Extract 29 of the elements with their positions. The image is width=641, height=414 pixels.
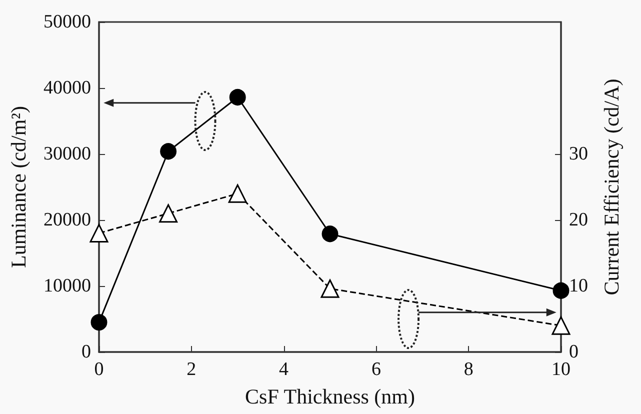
x-tick-label: 10 bbox=[552, 359, 570, 380]
point bbox=[159, 204, 178, 223]
point bbox=[228, 184, 247, 203]
y-tick-label: 40000 bbox=[44, 78, 91, 98]
point bbox=[90, 314, 108, 331]
y2-axis-title: Current Efficiency (cd/A) bbox=[600, 78, 624, 296]
x-tick-label: 6 bbox=[371, 359, 381, 380]
point bbox=[229, 88, 246, 106]
y2-tick-label: 30 bbox=[569, 144, 588, 164]
point bbox=[552, 282, 570, 299]
point bbox=[160, 143, 177, 160]
point bbox=[320, 279, 340, 298]
y-axis-title: Luminance (cd/m²) bbox=[6, 106, 30, 268]
y2-tick-label: 20 bbox=[569, 210, 588, 230]
x-tick-label: 2 bbox=[186, 359, 196, 380]
point bbox=[552, 316, 570, 335]
point bbox=[90, 224, 108, 242]
x-axis-title: CsF Thickness (nm) bbox=[245, 384, 415, 408]
y-tick-label: 10000 bbox=[44, 276, 91, 296]
y-tick-label: 20000 bbox=[44, 210, 91, 230]
y2-tick-label: 10 bbox=[569, 276, 588, 296]
y-tick-label: 50000 bbox=[44, 12, 91, 32]
y2-tick-label: 0 bbox=[569, 342, 578, 362]
y-tick-label: 30000 bbox=[44, 144, 91, 164]
point bbox=[322, 226, 338, 242]
x-tick-label: 0 bbox=[94, 359, 104, 380]
x-tick-label: 8 bbox=[464, 359, 474, 380]
x-tick-label: 4 bbox=[279, 359, 290, 380]
y-tick-label: 0 bbox=[82, 342, 91, 362]
